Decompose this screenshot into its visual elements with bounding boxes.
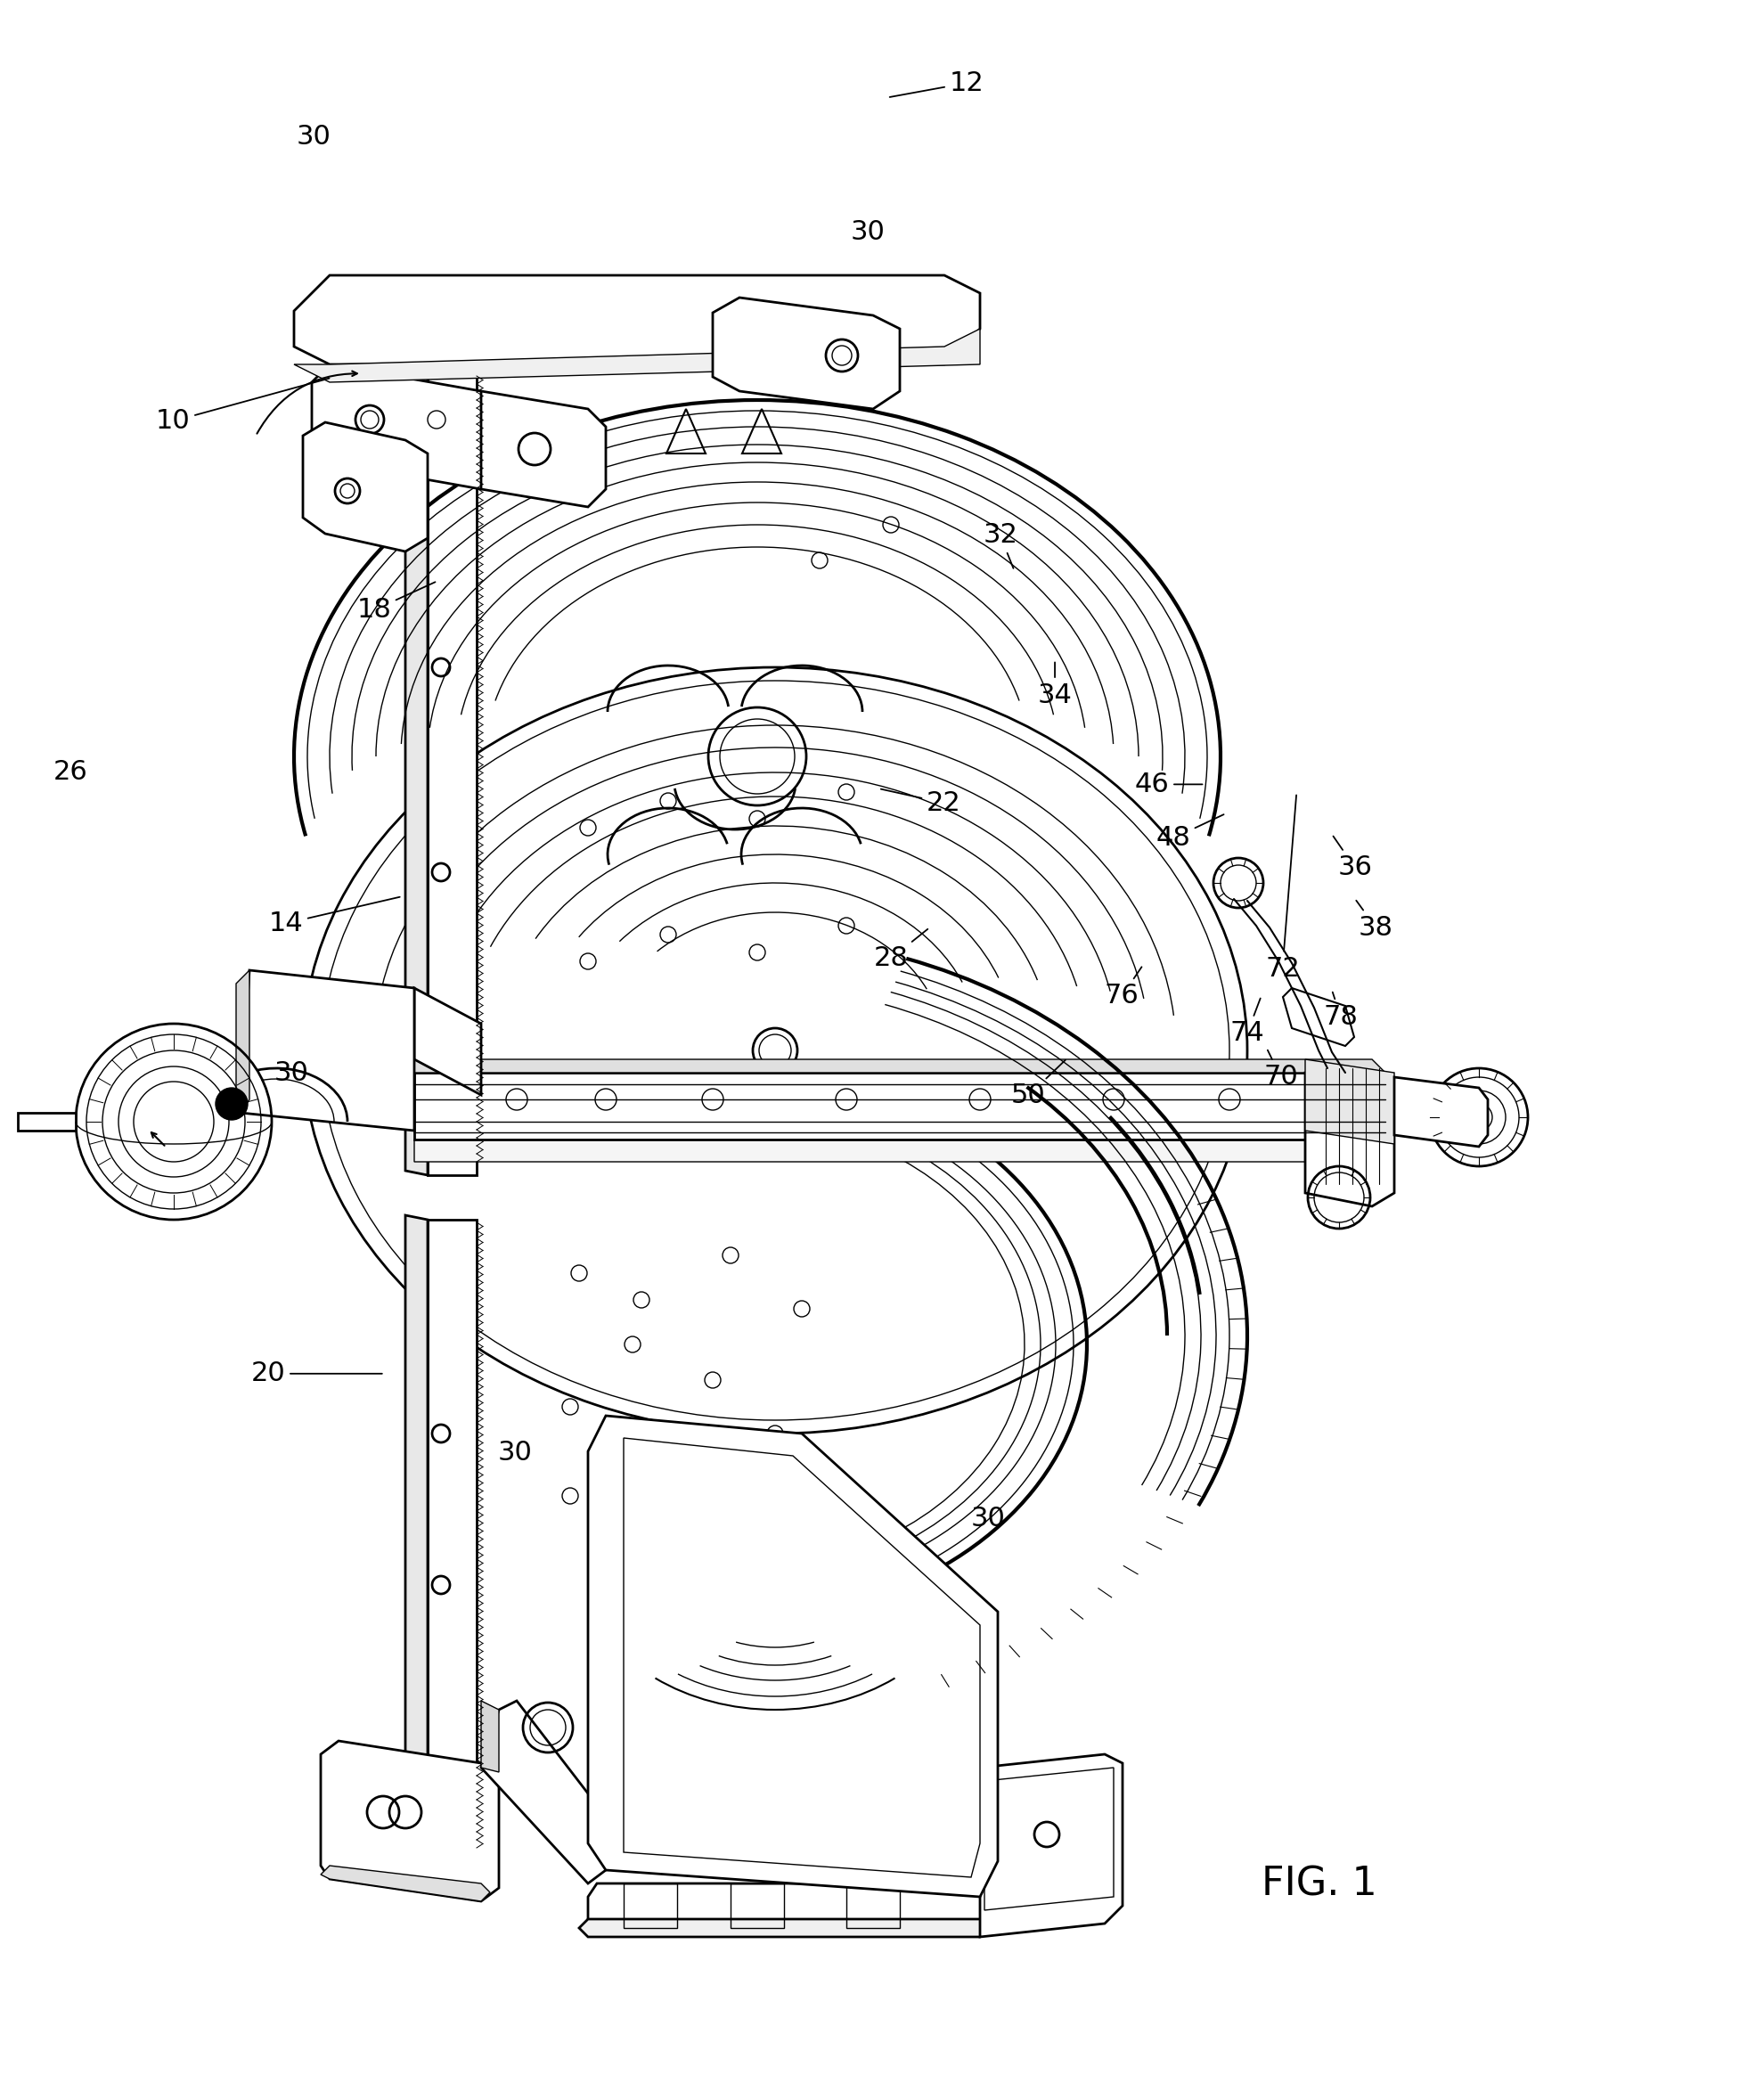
Polygon shape	[981, 1753, 1122, 1936]
Text: 30: 30	[296, 124, 332, 149]
Polygon shape	[321, 1865, 490, 1901]
Text: 20: 20	[250, 1361, 383, 1386]
Polygon shape	[236, 971, 249, 1112]
Polygon shape	[321, 1741, 499, 1901]
Polygon shape	[587, 1415, 998, 1897]
Polygon shape	[415, 1073, 1385, 1139]
Text: 74: 74	[1230, 998, 1265, 1046]
Text: 12: 12	[889, 71, 984, 98]
Polygon shape	[406, 1216, 427, 1861]
Polygon shape	[1282, 988, 1355, 1046]
Text: 28: 28	[873, 930, 928, 971]
Text: 14: 14	[268, 896, 400, 936]
Polygon shape	[406, 359, 427, 1174]
Text: 32: 32	[983, 523, 1018, 569]
Text: 10: 10	[155, 378, 330, 434]
Text: 46: 46	[1134, 772, 1203, 797]
Polygon shape	[579, 1919, 990, 1936]
Text: FIG. 1: FIG. 1	[1261, 1865, 1378, 1903]
Polygon shape	[406, 1843, 476, 1861]
Text: 72: 72	[1265, 795, 1300, 981]
Polygon shape	[427, 1220, 476, 1861]
Polygon shape	[482, 1702, 605, 1884]
Polygon shape	[587, 1884, 990, 1928]
Polygon shape	[1305, 1060, 1394, 1143]
Polygon shape	[303, 423, 427, 552]
Text: 30: 30	[273, 1060, 309, 1085]
Polygon shape	[482, 390, 605, 506]
Polygon shape	[482, 1702, 499, 1772]
Text: 30: 30	[497, 1440, 533, 1465]
Text: 34: 34	[1037, 662, 1073, 708]
Polygon shape	[415, 1060, 1385, 1073]
Text: 48: 48	[1155, 815, 1224, 851]
Polygon shape	[1305, 1073, 1394, 1206]
Text: 70: 70	[1263, 1050, 1298, 1089]
Text: 78: 78	[1323, 992, 1358, 1029]
Polygon shape	[18, 1112, 76, 1131]
Polygon shape	[415, 988, 482, 1096]
Circle shape	[215, 1087, 247, 1120]
Text: 18: 18	[356, 581, 436, 622]
Text: 50: 50	[1011, 1060, 1065, 1108]
Polygon shape	[240, 971, 415, 1131]
Polygon shape	[415, 1139, 1385, 1162]
Polygon shape	[295, 276, 981, 365]
Text: 76: 76	[1104, 967, 1141, 1008]
Polygon shape	[312, 365, 499, 490]
Polygon shape	[713, 297, 900, 409]
Text: 30: 30	[850, 220, 886, 245]
Text: 36: 36	[1334, 836, 1372, 880]
Polygon shape	[427, 365, 476, 1174]
Text: 22: 22	[880, 788, 961, 815]
Text: 26: 26	[53, 759, 88, 784]
Polygon shape	[1394, 1077, 1487, 1147]
Text: 38: 38	[1357, 901, 1394, 940]
Text: 30: 30	[970, 1506, 1005, 1531]
Polygon shape	[295, 328, 981, 382]
